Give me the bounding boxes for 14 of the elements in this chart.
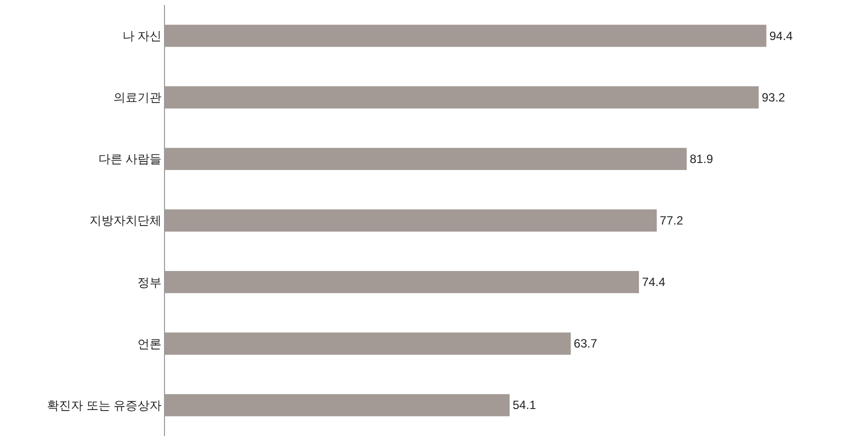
data-label: 54.1 (512, 398, 536, 412)
data-label: 94.4 (769, 28, 794, 43)
y-tick-label: 지방자치단체 (90, 214, 162, 228)
data-label: 77.2 (660, 214, 684, 228)
data-label: 81.9 (690, 152, 714, 166)
data-label: 93.2 (762, 90, 786, 104)
y-tick-label: 의료기관 (114, 90, 162, 105)
y-tick-label: 언론 (138, 336, 162, 351)
data-label: 63.7 (574, 336, 598, 351)
data-label: 74.4 (642, 275, 666, 290)
y-tick-label: 다른 사람들 (98, 152, 162, 166)
y-tick-label: 정부 (138, 275, 162, 290)
y-tick-label: 확진자 또는 유증상자 (46, 398, 162, 412)
y-tick-label: 나 자신 (122, 28, 162, 43)
